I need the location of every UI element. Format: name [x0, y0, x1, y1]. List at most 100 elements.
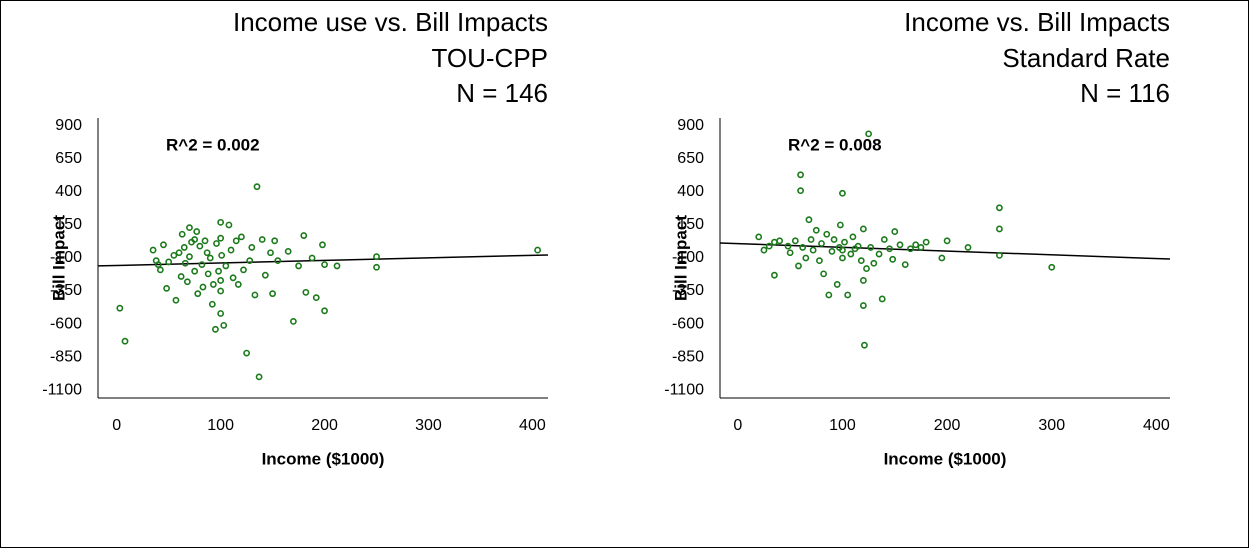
data-point: [1048, 263, 1056, 271]
y-tick-label: 150: [55, 216, 82, 233]
data-point: [917, 244, 925, 251]
data-point: [841, 238, 848, 246]
data-point: [227, 246, 235, 254]
data-point: [186, 224, 193, 232]
y-tick-label: 400: [55, 183, 82, 200]
data-point: [863, 265, 870, 272]
data-point: [246, 257, 254, 265]
data-point: [165, 258, 173, 266]
data-point: [875, 250, 883, 258]
data-point: [116, 304, 124, 312]
data-point: [232, 237, 240, 245]
x-tick-label: 100: [829, 417, 856, 434]
y-tick-label: -600: [672, 315, 704, 332]
y-tick-label: -600: [50, 315, 82, 332]
data-point: [203, 249, 211, 257]
data-point: [938, 254, 946, 262]
y-tick-label: 900: [55, 117, 82, 134]
y-tick-label: -100: [50, 249, 82, 266]
data-point: [996, 225, 1003, 233]
y-tick-label: -850: [672, 348, 704, 365]
data-point: [206, 254, 214, 262]
data-point: [816, 257, 823, 265]
data-point: [797, 187, 804, 195]
data-point: [891, 228, 899, 235]
y-tick-label: -850: [50, 348, 82, 365]
data-point: [243, 349, 251, 357]
data-point: [194, 290, 202, 298]
x-tick-label: 300: [1038, 417, 1065, 434]
data-point: [839, 189, 846, 197]
data-point: [765, 242, 773, 250]
data-point: [191, 267, 199, 275]
data-point: [771, 271, 778, 279]
data-point: [217, 218, 225, 226]
data-point: [943, 237, 951, 245]
data-point: [912, 241, 920, 249]
data-point: [215, 267, 222, 275]
data-point: [907, 245, 914, 253]
data-point: [859, 225, 867, 233]
data-point: [776, 237, 784, 245]
data-point: [839, 254, 846, 262]
data-point: [844, 291, 852, 299]
data-point: [284, 247, 292, 255]
chart-title: Income use vs. Bill Impacts: [233, 7, 548, 37]
data-point: [922, 238, 930, 246]
data-point: [880, 236, 888, 243]
trendline: [97, 254, 549, 267]
data-point: [809, 246, 817, 254]
data-point: [178, 230, 186, 238]
data-point: [220, 321, 228, 329]
data-point: [258, 236, 266, 243]
data-point: [191, 236, 199, 243]
data-point: [213, 240, 220, 247]
data-point: [319, 241, 326, 249]
data-point: [193, 228, 201, 235]
y-tick-label: 400: [677, 183, 704, 200]
data-point: [229, 274, 237, 282]
data-point: [996, 204, 1003, 212]
data-point: [867, 244, 875, 251]
data-point: [820, 270, 828, 278]
data-point: [797, 171, 804, 179]
data-point: [802, 254, 810, 262]
data-point: [854, 242, 862, 250]
x-tick-label: 100: [207, 417, 234, 434]
data-point: [163, 284, 170, 292]
data-point: [964, 244, 972, 251]
data-point: [847, 250, 855, 258]
data-point: [218, 251, 226, 259]
y-tick-label: -100: [672, 249, 704, 266]
data-point: [201, 237, 209, 245]
data-point: [204, 270, 212, 278]
data-point: [825, 291, 833, 299]
data-point: [274, 257, 282, 265]
y-tick-label: 150: [677, 216, 704, 233]
data-point: [849, 233, 857, 241]
data-point: [196, 242, 204, 250]
data-point: [859, 277, 867, 284]
data-point: [321, 261, 328, 269]
x-tick-label: 300: [415, 417, 442, 434]
data-point: [312, 294, 320, 302]
data-point: [791, 237, 799, 245]
data-point: [295, 262, 302, 270]
data-point: [234, 281, 242, 288]
x-tick-label: 200: [311, 417, 338, 434]
x-tick-label: 0: [112, 417, 121, 434]
data-point: [870, 259, 878, 267]
data-point: [812, 226, 820, 234]
data-point: [180, 244, 188, 251]
data-point: [217, 277, 225, 284]
data-point: [271, 237, 279, 245]
data-point: [267, 249, 274, 257]
data-point: [786, 249, 794, 257]
data-point: [261, 271, 269, 279]
y-tick-label: -350: [672, 282, 704, 299]
data-point: [823, 230, 831, 238]
chart-subtitle: Standard Rate: [1002, 43, 1170, 73]
data-point: [886, 245, 893, 253]
data-point: [859, 302, 867, 309]
